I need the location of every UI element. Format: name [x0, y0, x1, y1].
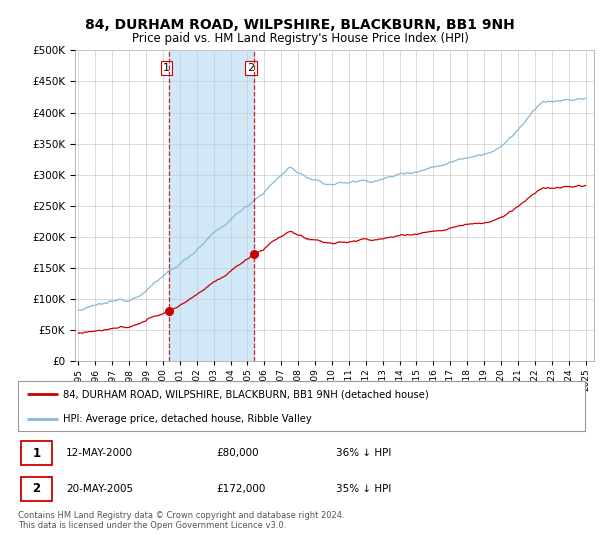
Text: 1: 1 [163, 63, 170, 73]
Text: Contains HM Land Registry data © Crown copyright and database right 2024.
This d: Contains HM Land Registry data © Crown c… [18, 511, 344, 530]
Text: 2: 2 [32, 482, 40, 496]
FancyBboxPatch shape [21, 477, 52, 501]
Text: 1: 1 [32, 446, 40, 460]
Text: £80,000: £80,000 [217, 448, 259, 458]
Text: 84, DURHAM ROAD, WILPSHIRE, BLACKBURN, BB1 9NH (detached house): 84, DURHAM ROAD, WILPSHIRE, BLACKBURN, B… [64, 389, 429, 399]
Text: 84, DURHAM ROAD, WILPSHIRE, BLACKBURN, BB1 9NH: 84, DURHAM ROAD, WILPSHIRE, BLACKBURN, B… [85, 18, 515, 32]
Text: HPI: Average price, detached house, Ribble Valley: HPI: Average price, detached house, Ribb… [64, 414, 312, 423]
Bar [169, 50, 254, 361]
Text: £172,000: £172,000 [217, 484, 266, 494]
Text: 12-MAY-2000: 12-MAY-2000 [66, 448, 133, 458]
Text: 35% ↓ HPI: 35% ↓ HPI [335, 484, 391, 494]
FancyBboxPatch shape [21, 441, 52, 465]
Text: 36% ↓ HPI: 36% ↓ HPI [335, 448, 391, 458]
Text: Price paid vs. HM Land Registry's House Price Index (HPI): Price paid vs. HM Land Registry's House … [131, 32, 469, 45]
Text: 20-MAY-2005: 20-MAY-2005 [66, 484, 133, 494]
Text: 2: 2 [248, 63, 255, 73]
